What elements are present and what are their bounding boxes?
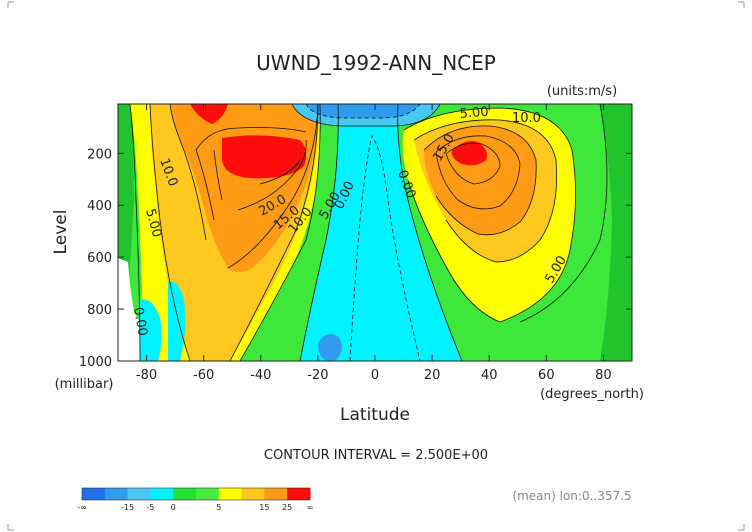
contour-line — [239, 104, 321, 361]
y-tick-label: 200 — [87, 147, 112, 162]
contour-line — [423, 125, 537, 236]
colorbar-swatch — [82, 488, 106, 500]
filled-contours — [118, 104, 632, 361]
x-tick-label: 0 — [371, 368, 379, 383]
contour-line — [169, 104, 207, 241]
contour-label: 10.0 — [512, 111, 541, 126]
colorbar-swatch — [218, 488, 243, 500]
colorbar-swatch — [287, 488, 311, 500]
units-label: (units:m/s) — [547, 84, 617, 99]
field-blue-strat — [306, 104, 420, 118]
chart-title: UWND_1992-ANN_NCEP — [256, 51, 496, 75]
contour-line — [397, 104, 463, 361]
contour-line — [299, 104, 339, 361]
colorbar-tick-label: 25 — [282, 503, 292, 512]
contour-line — [291, 104, 441, 127]
x-tick-label: 20 — [424, 368, 441, 383]
contour-line-dashed — [305, 104, 421, 119]
contour-lines — [129, 104, 608, 361]
colorbar-tick-label: -∞ — [77, 503, 87, 512]
field-cyan-southpole — [140, 299, 162, 361]
contour-line — [227, 104, 319, 269]
contour-line — [237, 139, 307, 211]
corner-marks — [7, 1, 745, 531]
contour-line — [519, 104, 608, 323]
colorbar-tick-label: 15 — [259, 503, 269, 512]
y-tick-label: 400 — [87, 199, 112, 214]
colorbar-swatch — [264, 488, 288, 500]
colorbar-swatch — [196, 488, 220, 500]
contour-line — [229, 104, 319, 361]
y-axis-label: Level — [51, 210, 71, 255]
field-cyan-tropics — [300, 104, 462, 361]
contour-interval-label: CONTOUR INTERVAL = 2.500E+00 — [264, 448, 488, 463]
x-tick-label: 40 — [481, 368, 498, 383]
x-tick-label: 80 — [595, 368, 612, 383]
colorbar: -∞ -15 -5 0 5 15 25 ∞ — [77, 487, 314, 512]
y-axis: 200 400 600 800 1000 — [79, 147, 632, 370]
contour-line — [445, 142, 501, 185]
y-axis-units: (millibar) — [55, 377, 114, 392]
colorbar-tick-label: ∞ — [307, 503, 314, 512]
colorbar-tick-label: 0 — [171, 503, 176, 512]
field-blue-surface-blob — [318, 334, 342, 361]
colorbar-swatch — [241, 488, 265, 500]
x-tick-label: -20 — [307, 368, 328, 383]
contour-label: 0.00 — [130, 306, 150, 337]
contour-line — [149, 104, 191, 361]
x-axis-units: (degrees_north) — [540, 387, 644, 402]
field-red-south-jet — [222, 135, 307, 179]
x-tick-label: -40 — [250, 368, 271, 383]
colorbar-swatch — [127, 488, 151, 500]
x-axis-label: Latitude — [340, 405, 410, 425]
y-tick-label: 600 — [87, 251, 112, 266]
mean-longitude-note: (mean) lon:0..357.5 — [512, 489, 631, 503]
x-axis: -80 -60 -40 -20 0 20 40 60 80 — [136, 104, 612, 383]
missing-data-area — [118, 258, 140, 361]
contour-line-dashed — [349, 135, 421, 361]
contour-line — [129, 104, 141, 361]
colorbar-tick-label: 5 — [216, 503, 221, 512]
colorbar-tick-label: -5 — [146, 503, 154, 512]
x-tick-label: -80 — [136, 368, 157, 383]
contour-line — [413, 119, 558, 263]
colorbar-tick-label: -15 — [121, 503, 134, 512]
x-tick-label: 60 — [538, 368, 555, 383]
colorbar-swatch — [104, 488, 129, 500]
contour-label: 5.00 — [142, 207, 164, 239]
contour-label: 5.00 — [459, 105, 489, 122]
y-tick-label: 1000 — [79, 355, 112, 370]
colorbar-frame — [81, 487, 311, 501]
field-red-south-top — [190, 104, 228, 124]
colorbar-swatch — [150, 488, 174, 500]
y-tick-label: 800 — [87, 303, 112, 318]
contour-line — [435, 135, 521, 210]
contour-line — [195, 127, 307, 221]
field-cyan-southmid — [168, 281, 186, 361]
contour-line — [403, 107, 576, 323]
x-tick-label: -60 — [193, 368, 214, 383]
field-red-north-jet — [451, 141, 487, 166]
colorbar-swatch — [173, 488, 197, 500]
contour-line — [213, 149, 223, 201]
field-green-north-dark — [600, 104, 632, 361]
contour-line — [259, 159, 301, 185]
